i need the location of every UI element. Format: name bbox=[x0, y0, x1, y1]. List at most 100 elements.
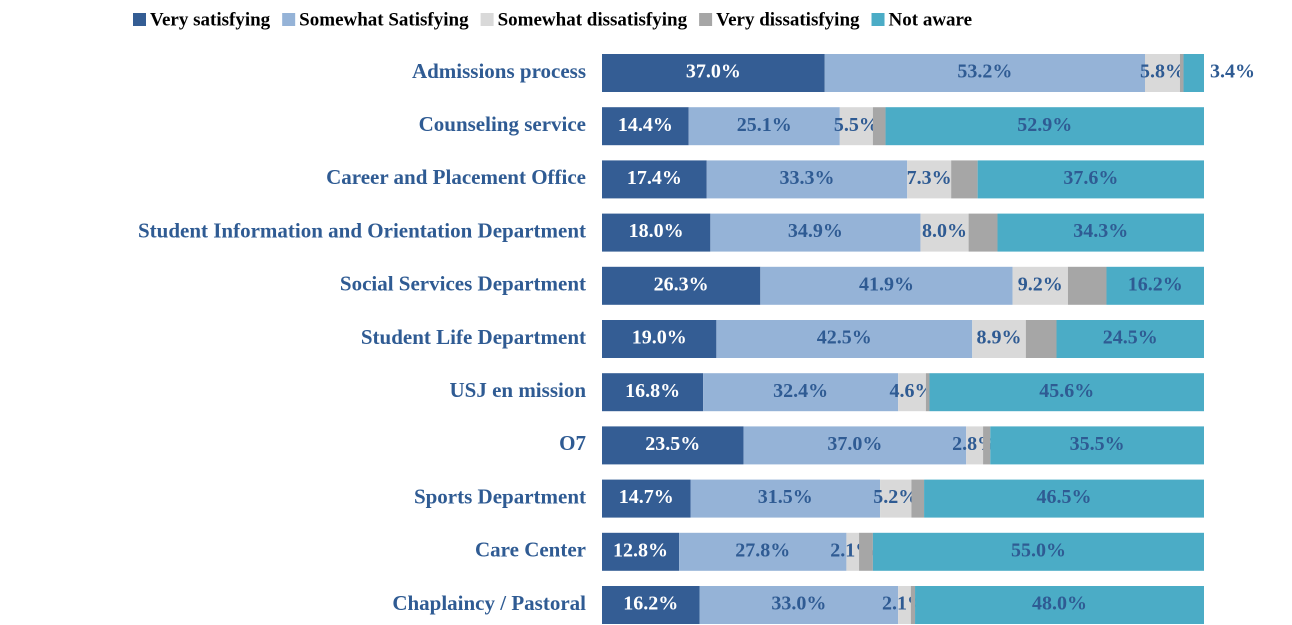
value-label: 25.1% bbox=[737, 114, 792, 136]
value-label: 35.5% bbox=[1070, 433, 1125, 455]
bar-segment bbox=[688, 107, 840, 146]
bar-segment bbox=[859, 532, 873, 571]
category-label: Care Center bbox=[475, 538, 586, 562]
bar-segment bbox=[602, 532, 680, 571]
value-label: 16.2% bbox=[1128, 273, 1183, 295]
value-label: 52.9% bbox=[1017, 114, 1072, 136]
bar-segment bbox=[1179, 54, 1184, 92]
bar-segment bbox=[602, 160, 707, 199]
bar-segment bbox=[968, 213, 998, 252]
category-label: Chaplaincy / Pastoral bbox=[392, 591, 586, 615]
value-label: 14.7% bbox=[619, 486, 674, 508]
category-label: Student Life Department bbox=[361, 325, 586, 349]
bar-segment bbox=[679, 532, 847, 571]
value-label: 33.3% bbox=[779, 167, 834, 189]
bar-segment bbox=[911, 479, 925, 518]
category-label: O7 bbox=[559, 431, 586, 455]
value-label: 48.0% bbox=[1032, 593, 1087, 615]
value-label: 17.4% bbox=[627, 167, 682, 189]
value-label: 32.4% bbox=[773, 380, 828, 402]
bar-segment bbox=[602, 586, 700, 624]
value-label: 24.5% bbox=[1103, 327, 1158, 349]
bar-segment bbox=[602, 107, 689, 146]
bar-segment bbox=[951, 160, 978, 199]
bar-segment bbox=[602, 426, 744, 465]
value-label: 42.5% bbox=[817, 327, 872, 349]
bar-segment bbox=[983, 426, 991, 465]
value-label: 8.0% bbox=[922, 220, 967, 242]
category-label: Social Services Department bbox=[340, 272, 586, 296]
bar-segment bbox=[920, 213, 969, 252]
bar-segment bbox=[872, 107, 886, 146]
value-label: 18.0% bbox=[629, 220, 684, 242]
value-label: 45.6% bbox=[1039, 380, 1094, 402]
value-label: 3.4% bbox=[1210, 61, 1255, 83]
bar-segment bbox=[760, 266, 1013, 305]
bar-segment bbox=[977, 160, 1204, 199]
value-label: 9.2% bbox=[1018, 273, 1063, 295]
value-label: 27.8% bbox=[735, 539, 790, 561]
bar-segment bbox=[710, 213, 921, 252]
bar-segment bbox=[602, 213, 711, 252]
value-label: 19.0% bbox=[632, 327, 687, 349]
value-label: 53.2% bbox=[957, 61, 1012, 83]
bar-segment bbox=[1025, 320, 1057, 358]
bar-segment bbox=[602, 266, 761, 305]
bar-segment bbox=[1145, 54, 1180, 92]
value-label: 41.9% bbox=[859, 273, 914, 295]
bar-segment bbox=[972, 320, 1026, 358]
bar-segment bbox=[966, 426, 984, 465]
value-label: 34.3% bbox=[1073, 220, 1128, 242]
value-label: 34.9% bbox=[788, 220, 843, 242]
bar-segment bbox=[990, 426, 1204, 465]
value-label: 26.3% bbox=[654, 273, 709, 295]
value-label: 16.2% bbox=[623, 593, 678, 615]
bar-segment bbox=[1106, 266, 1204, 305]
value-label: 5.8% bbox=[1140, 61, 1185, 83]
value-label: 5.5% bbox=[834, 114, 879, 136]
value-label: 14.4% bbox=[618, 114, 673, 136]
bar-segment bbox=[706, 160, 908, 199]
value-label: 55.0% bbox=[1011, 539, 1066, 561]
value-label: 16.8% bbox=[625, 380, 680, 402]
value-label: 7.3% bbox=[907, 167, 952, 189]
bar-segment bbox=[602, 479, 691, 518]
category-label: USJ en mission bbox=[449, 378, 586, 402]
value-label: 46.5% bbox=[1037, 486, 1092, 508]
bar-segment bbox=[1067, 266, 1107, 305]
value-label: 23.5% bbox=[645, 433, 700, 455]
bar-segment bbox=[910, 586, 916, 624]
bar-segment bbox=[925, 373, 930, 412]
value-label: 37.0% bbox=[686, 61, 741, 83]
legend-label: Somewhat Satisfying bbox=[299, 9, 469, 30]
legend-swatch bbox=[282, 13, 296, 26]
category-label: Admissions process bbox=[412, 59, 586, 83]
legend-label: Not aware bbox=[889, 9, 973, 30]
bar-segment bbox=[602, 373, 704, 412]
bar-segment bbox=[716, 320, 973, 358]
category-label: Career and Placement Office bbox=[326, 165, 586, 189]
value-label: 37.0% bbox=[827, 433, 882, 455]
legend-swatch bbox=[871, 13, 885, 26]
value-label: 8.9% bbox=[977, 327, 1022, 349]
category-label: Student Information and Orientation Depa… bbox=[138, 218, 586, 242]
category-label: Sports Department bbox=[414, 484, 586, 508]
bar-segment bbox=[880, 479, 912, 518]
bar-segment bbox=[1012, 266, 1068, 305]
legend-label: Very dissatisfying bbox=[716, 9, 860, 30]
bar-segment bbox=[872, 532, 1204, 571]
bar-segment bbox=[839, 107, 873, 146]
legend-label: Very satisfying bbox=[150, 9, 271, 30]
legend-label: Somewhat dissatisfying bbox=[498, 9, 688, 30]
value-label: 33.0% bbox=[771, 593, 826, 615]
bar-segment bbox=[997, 213, 1204, 252]
bar-segment bbox=[602, 320, 717, 358]
bar-segment bbox=[898, 373, 926, 412]
bar-segment bbox=[690, 479, 881, 518]
bar-segment bbox=[1056, 320, 1204, 358]
bar-segment bbox=[915, 586, 1204, 624]
bar-segment bbox=[703, 373, 899, 412]
value-label: 5.2% bbox=[873, 486, 918, 508]
bar-segment bbox=[885, 107, 1204, 146]
